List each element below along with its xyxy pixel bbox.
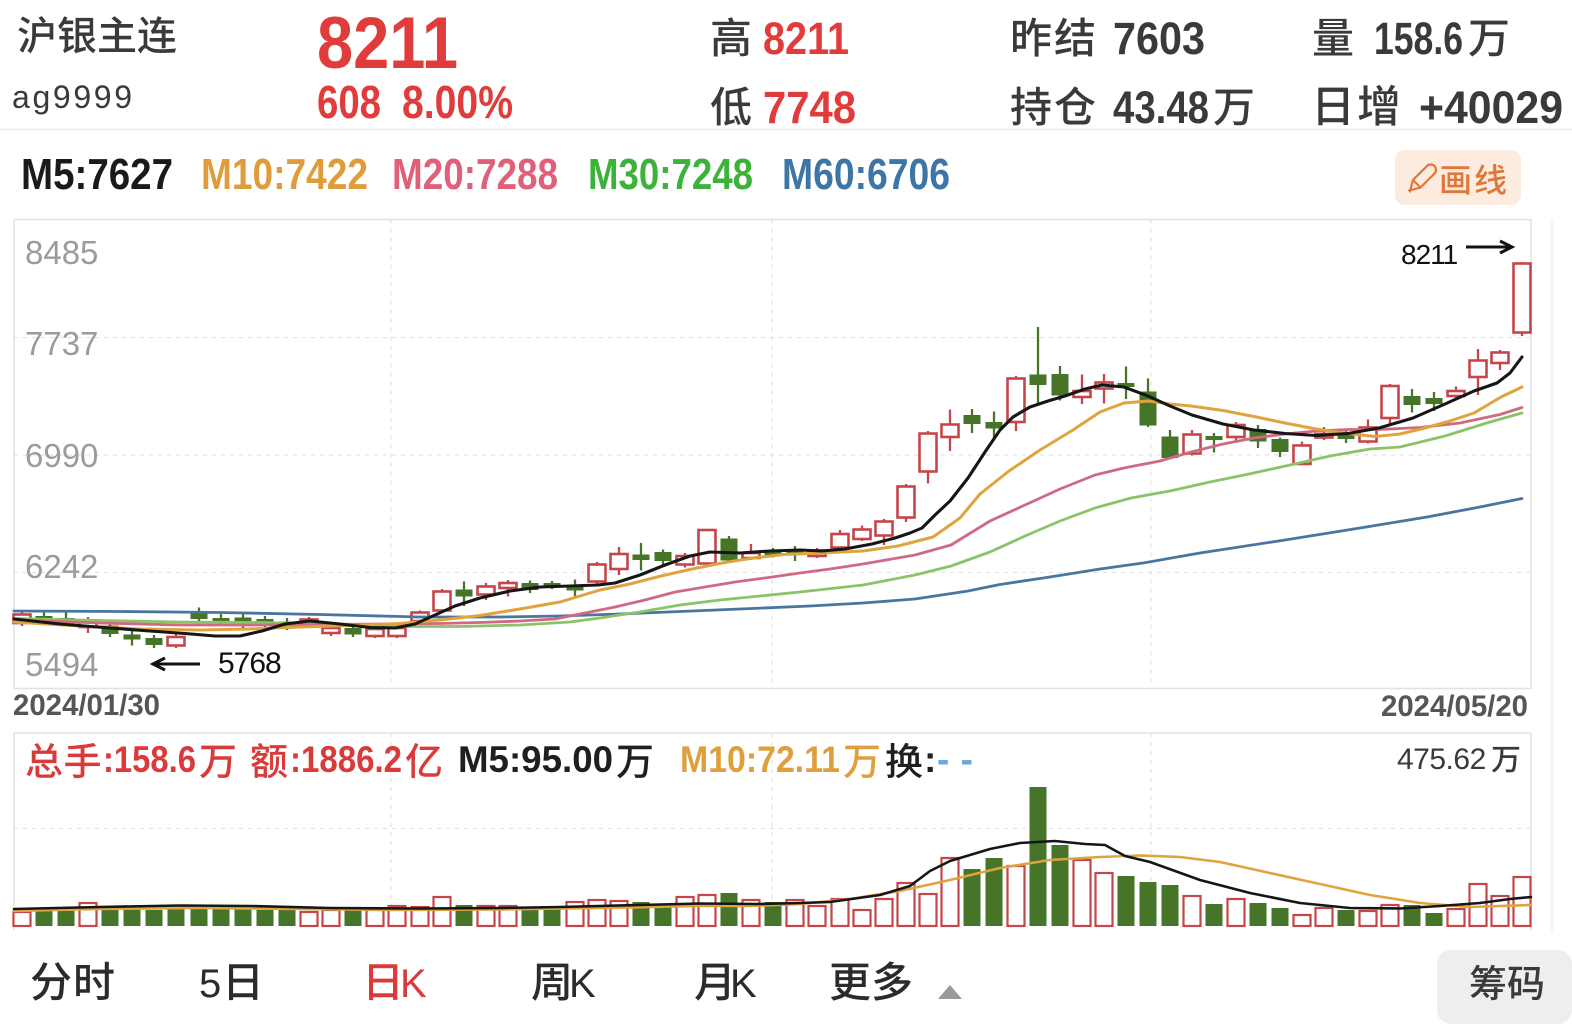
svg-text:K: K bbox=[400, 962, 427, 1006]
svg-text:8211: 8211 bbox=[763, 13, 849, 64]
svg-text:M10:72.11: M10:72.11 bbox=[680, 739, 840, 780]
svg-text:158.6: 158.6 bbox=[1374, 13, 1463, 64]
svg-text:+40029: +40029 bbox=[1419, 82, 1563, 133]
svg-text:M5:7627: M5:7627 bbox=[21, 150, 173, 199]
svg-text::158.6: :158.6 bbox=[103, 739, 196, 780]
svg-text:K: K bbox=[569, 962, 596, 1006]
svg-text:43.48: 43.48 bbox=[1113, 82, 1209, 133]
svg-text:6242: 6242 bbox=[25, 548, 98, 585]
svg-text:2024/01/30: 2024/01/30 bbox=[13, 689, 160, 722]
svg-text:M10:7422: M10:7422 bbox=[201, 150, 368, 199]
svg-text:2024/05/20: 2024/05/20 bbox=[1381, 690, 1528, 723]
svg-text:7737: 7737 bbox=[25, 325, 98, 362]
svg-text:5494: 5494 bbox=[25, 646, 98, 683]
svg-text:8.00%: 8.00% bbox=[402, 76, 513, 128]
svg-text:M20:7288: M20:7288 bbox=[392, 150, 558, 199]
svg-text::1886.2: :1886.2 bbox=[290, 739, 402, 780]
svg-text:7603: 7603 bbox=[1113, 13, 1205, 64]
svg-text::: : bbox=[924, 739, 936, 780]
svg-text:608: 608 bbox=[317, 76, 381, 128]
svg-text:5768: 5768 bbox=[218, 647, 281, 680]
svg-text:8211: 8211 bbox=[1401, 239, 1458, 270]
svg-text:M60:6706: M60:6706 bbox=[782, 150, 950, 199]
svg-text:M30:7248: M30:7248 bbox=[588, 150, 753, 199]
svg-text:475.62: 475.62 bbox=[1397, 743, 1486, 776]
svg-text:K: K bbox=[730, 962, 757, 1006]
svg-text:M5:95.00: M5:95.00 bbox=[458, 739, 613, 780]
svg-text:5: 5 bbox=[199, 962, 221, 1006]
svg-text:8211: 8211 bbox=[317, 3, 458, 84]
svg-text:7748: 7748 bbox=[763, 82, 856, 133]
svg-text:6990: 6990 bbox=[25, 437, 98, 474]
svg-text:8485: 8485 bbox=[25, 234, 98, 271]
